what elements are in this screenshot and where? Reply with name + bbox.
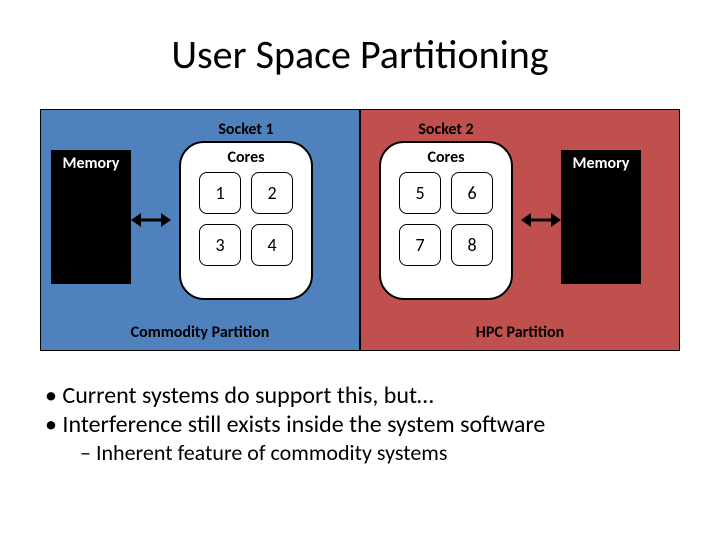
cores-label-1: Cores — [227, 148, 264, 167]
bullet-list: Current systems do support this, but… In… — [40, 381, 680, 466]
slide: User Space Partitioning Memory Socket 1 … — [0, 0, 720, 486]
core: 3 — [199, 224, 241, 266]
double-arrow-icon — [131, 205, 171, 235]
socket-2: Socket 2 Cores 5 6 7 8 — [371, 120, 521, 300]
core: 4 — [251, 224, 293, 266]
socket-1: Socket 1 Cores 1 2 3 4 — [171, 120, 321, 300]
bullet-3: Inherent feature of commodity systems — [80, 439, 675, 466]
core-grid-1: 1 2 3 4 — [199, 172, 293, 266]
page-title: User Space Partitioning — [40, 30, 680, 79]
double-arrow-icon — [521, 205, 561, 235]
core: 5 — [399, 172, 441, 214]
core: 8 — [451, 224, 493, 266]
commodity-partition: Memory Socket 1 Cores 1 2 3 4 — [40, 109, 360, 351]
bullet-2: Interference still exists inside the sys… — [45, 410, 675, 439]
partition-diagram: Memory Socket 1 Cores 1 2 3 4 — [40, 109, 680, 351]
bullet-1: Current systems do support this, but… — [45, 381, 675, 410]
core: 1 — [199, 172, 241, 214]
hpc-caption: HPC Partition — [476, 323, 564, 342]
core: 7 — [399, 224, 441, 266]
memory-block-left: Memory — [51, 150, 131, 284]
commodity-caption: Commodity Partition — [131, 323, 270, 342]
cpu-package-2: Cores 5 6 7 8 — [379, 141, 513, 300]
hpc-partition: Socket 2 Cores 5 6 7 8 — [360, 109, 680, 351]
core: 6 — [451, 172, 493, 214]
core-grid-2: 5 6 7 8 — [399, 172, 493, 266]
core: 2 — [251, 172, 293, 214]
cores-label-2: Cores — [427, 148, 464, 167]
socket-2-label: Socket 2 — [418, 120, 473, 139]
cpu-package-1: Cores 1 2 3 4 — [179, 141, 313, 300]
memory-block-right: Memory — [561, 150, 641, 284]
socket-1-label: Socket 1 — [218, 120, 273, 139]
